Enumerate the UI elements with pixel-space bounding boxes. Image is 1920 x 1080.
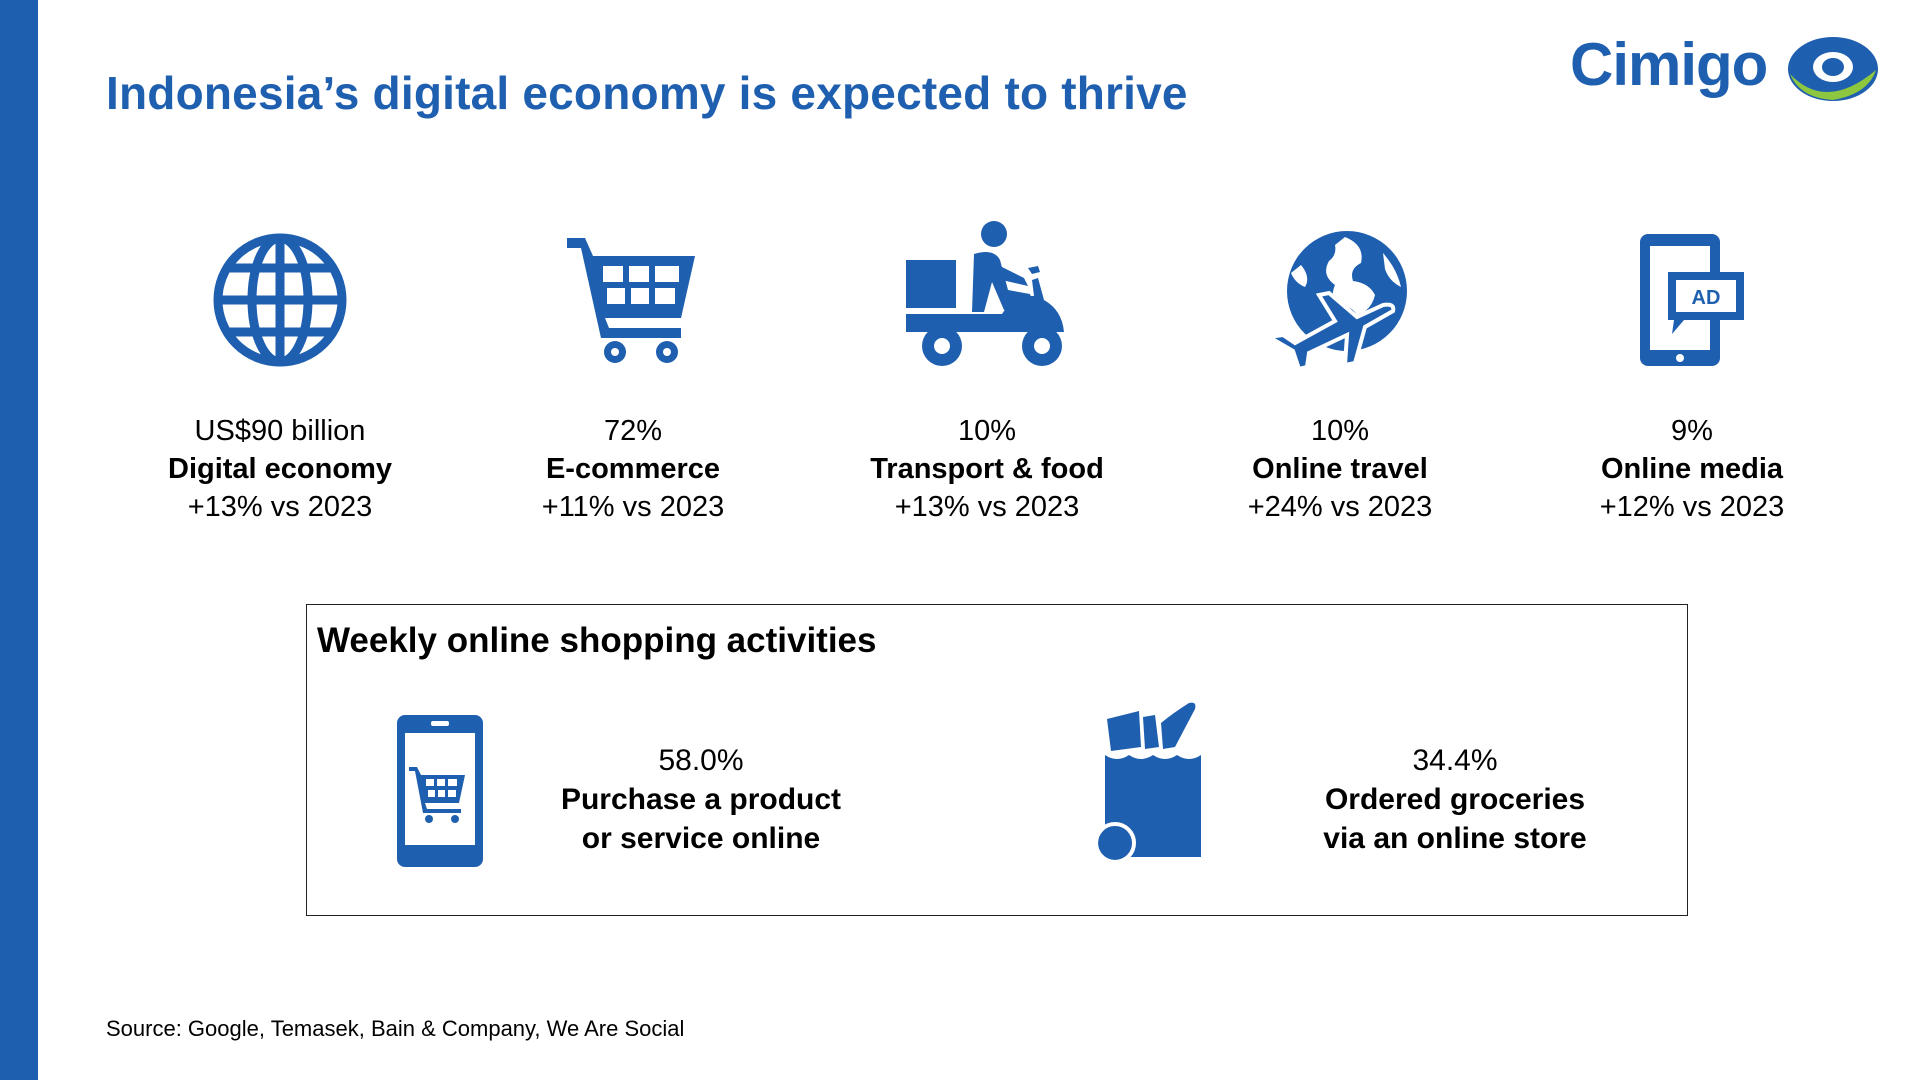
stat-label: Online travel — [1252, 453, 1428, 485]
svg-text:AD: AD — [1692, 287, 1721, 309]
stat-e-commerce: 72% E-commerce +11% vs 2023 — [463, 220, 803, 526]
globe-icon — [213, 233, 347, 367]
stat-value: 72% — [603, 415, 663, 447]
activity-label-line1: Ordered groceries — [1324, 783, 1586, 816]
left-accent-bar — [0, 0, 38, 1080]
stat-value: 9% — [1671, 415, 1713, 447]
stat-value: 10% — [1310, 415, 1370, 447]
box-title: Weekly online shopping activities — [317, 621, 877, 660]
page-title: Indonesia’s digital economy is expected … — [106, 67, 1188, 119]
stat-change: +13% vs 2023 — [894, 491, 1080, 523]
mobile-ad-icon: AD — [1640, 234, 1744, 366]
activity-percent: 34.4% — [1412, 744, 1498, 777]
weekly-activities-box: Weekly online shopping activities 58.0% … — [306, 604, 1688, 916]
activity-label-line1: Purchase a product — [560, 783, 842, 816]
activity-ordered-groceries: 34.4% Ordered groceries via an online st… — [1275, 741, 1635, 858]
activity-percent: 58.0% — [658, 744, 744, 777]
stat-label: Online media — [1600, 453, 1784, 485]
globe-airplane-icon — [1265, 231, 1407, 372]
grocery-bag-icon — [1094, 702, 1201, 864]
stat-value: 10% — [957, 415, 1017, 447]
cimigo-logo: Cimigo — [1570, 24, 1880, 106]
stat-online-media: AD 9% Online media +12% vs 2023 — [1522, 220, 1862, 526]
shopping-cart-icon — [567, 238, 695, 363]
stat-label: Digital economy — [168, 453, 392, 485]
activity-label-line2: or service online — [581, 822, 821, 855]
stat-transport-food: 10% Transport & food +13% vs 2023 — [817, 220, 1157, 526]
activity-purchase-online: 58.0% Purchase a product or service onli… — [521, 741, 881, 858]
stat-label: E-commerce — [545, 453, 721, 485]
stat-online-travel: 10% Online travel +24% vs 2023 — [1170, 220, 1510, 526]
stat-change: +11% vs 2023 — [541, 491, 725, 523]
activity-label-line2: via an online store — [1323, 822, 1587, 855]
stat-change: +13% vs 2023 — [187, 491, 373, 523]
delivery-scooter-icon — [906, 221, 1064, 366]
phone-cart-icon — [397, 715, 483, 867]
source-note: Source: Google, Temasek, Bain & Company,… — [106, 1016, 685, 1041]
stat-label: Transport & food — [870, 453, 1104, 485]
stat-digital-economy: US$90 billion Digital economy +13% vs 20… — [110, 220, 450, 526]
stat-value: US$90 billion — [194, 415, 366, 447]
eye-icon — [1788, 37, 1878, 101]
stat-change: +24% vs 2023 — [1247, 491, 1433, 523]
stat-change: +12% vs 2023 — [1599, 491, 1785, 523]
logo-text: Cimigo — [1570, 31, 1768, 98]
